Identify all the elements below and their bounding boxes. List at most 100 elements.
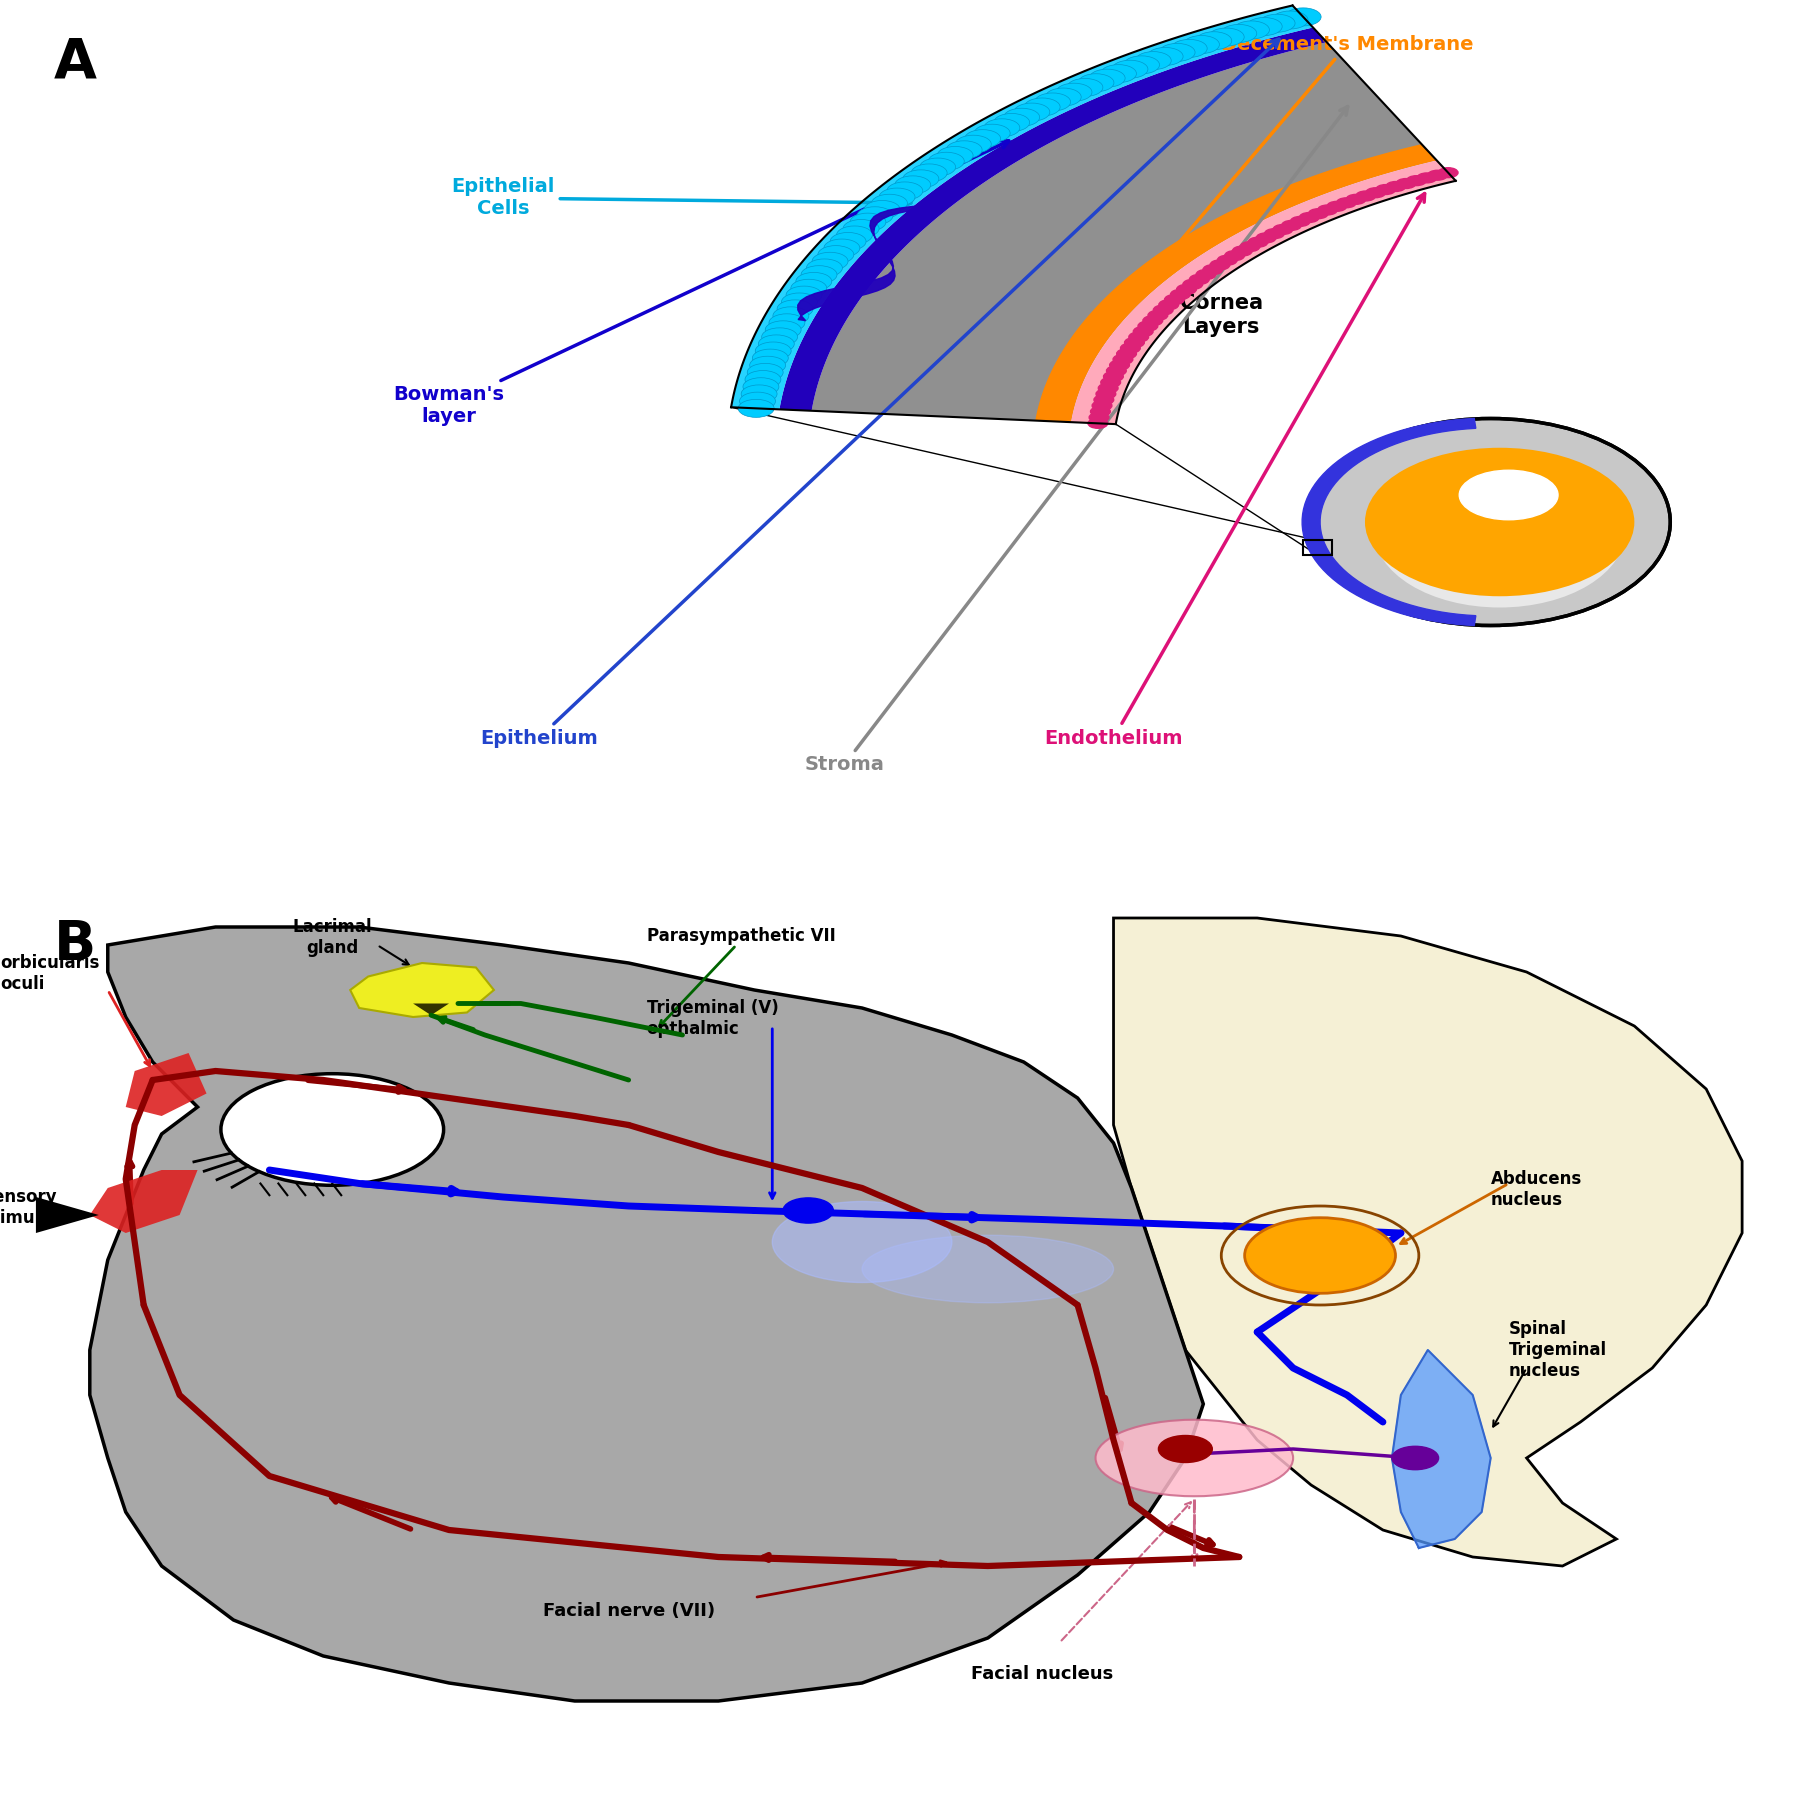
Text: B: B bbox=[54, 918, 97, 972]
Circle shape bbox=[778, 301, 814, 319]
Circle shape bbox=[1101, 65, 1137, 83]
Circle shape bbox=[887, 182, 923, 200]
Circle shape bbox=[938, 146, 973, 164]
Circle shape bbox=[1103, 371, 1122, 382]
Circle shape bbox=[878, 187, 914, 205]
Polygon shape bbox=[90, 1170, 198, 1233]
Circle shape bbox=[1218, 256, 1237, 265]
Circle shape bbox=[783, 1199, 833, 1224]
Circle shape bbox=[753, 349, 788, 367]
Text: Endothelium: Endothelium bbox=[1043, 194, 1424, 747]
Circle shape bbox=[1124, 338, 1144, 347]
Circle shape bbox=[1203, 265, 1223, 275]
Circle shape bbox=[824, 239, 860, 257]
Text: Epithelium: Epithelium bbox=[480, 40, 1279, 747]
Text: Decement's Membrane: Decement's Membrane bbox=[1042, 36, 1473, 403]
Circle shape bbox=[1234, 22, 1270, 40]
Circle shape bbox=[772, 306, 808, 324]
Circle shape bbox=[984, 119, 1020, 137]
Circle shape bbox=[1264, 229, 1284, 239]
Text: Abducens
nucleus: Abducens nucleus bbox=[1491, 1170, 1582, 1210]
Circle shape bbox=[1196, 32, 1232, 50]
Circle shape bbox=[1171, 40, 1207, 58]
Circle shape bbox=[1307, 209, 1327, 218]
Text: Bowman's
layer: Bowman's layer bbox=[393, 140, 1009, 425]
Circle shape bbox=[903, 169, 939, 187]
Circle shape bbox=[1387, 182, 1406, 191]
Text: Facial nerve (VII): Facial nerve (VII) bbox=[542, 1602, 715, 1620]
Circle shape bbox=[1101, 378, 1121, 387]
Circle shape bbox=[1286, 7, 1322, 25]
Circle shape bbox=[1299, 212, 1318, 223]
Ellipse shape bbox=[1311, 419, 1670, 626]
Ellipse shape bbox=[1374, 454, 1625, 608]
Circle shape bbox=[1024, 97, 1060, 115]
Circle shape bbox=[806, 259, 842, 277]
Circle shape bbox=[1067, 79, 1103, 97]
Circle shape bbox=[1345, 194, 1365, 203]
Circle shape bbox=[1045, 88, 1081, 106]
Circle shape bbox=[1248, 238, 1268, 247]
Circle shape bbox=[769, 313, 805, 331]
Circle shape bbox=[837, 227, 873, 245]
Ellipse shape bbox=[772, 1202, 952, 1282]
Circle shape bbox=[744, 378, 779, 396]
Circle shape bbox=[1273, 225, 1293, 234]
Circle shape bbox=[1282, 220, 1302, 230]
Circle shape bbox=[1336, 198, 1356, 207]
Circle shape bbox=[1088, 412, 1108, 423]
Circle shape bbox=[1096, 389, 1115, 400]
Circle shape bbox=[1148, 47, 1184, 65]
Circle shape bbox=[1406, 176, 1426, 185]
Circle shape bbox=[1417, 173, 1437, 184]
Circle shape bbox=[756, 342, 792, 360]
Circle shape bbox=[1327, 202, 1347, 211]
Circle shape bbox=[1392, 1447, 1439, 1469]
Circle shape bbox=[781, 293, 817, 311]
Circle shape bbox=[1124, 56, 1160, 74]
Ellipse shape bbox=[862, 1235, 1114, 1303]
Circle shape bbox=[973, 124, 1009, 142]
Text: Cornea
Layers: Cornea Layers bbox=[1180, 293, 1263, 337]
Polygon shape bbox=[1070, 160, 1457, 425]
Circle shape bbox=[1365, 187, 1385, 198]
Circle shape bbox=[1088, 418, 1108, 428]
Circle shape bbox=[1164, 295, 1184, 304]
Bar bbox=[1302, 540, 1331, 554]
Circle shape bbox=[758, 335, 794, 353]
Polygon shape bbox=[350, 963, 494, 1017]
Circle shape bbox=[1318, 205, 1338, 214]
Text: Spinal
Trigeminal
nucleus: Spinal Trigeminal nucleus bbox=[1509, 1319, 1607, 1381]
Circle shape bbox=[1090, 407, 1110, 416]
Circle shape bbox=[955, 135, 991, 153]
Circle shape bbox=[857, 207, 893, 225]
Circle shape bbox=[1133, 326, 1153, 337]
Circle shape bbox=[1189, 274, 1209, 284]
Circle shape bbox=[1034, 94, 1070, 112]
Polygon shape bbox=[731, 5, 1313, 409]
Circle shape bbox=[742, 385, 778, 403]
Circle shape bbox=[1225, 250, 1245, 261]
Circle shape bbox=[842, 220, 878, 238]
Circle shape bbox=[1171, 290, 1191, 299]
Circle shape bbox=[1148, 310, 1167, 320]
Circle shape bbox=[920, 158, 955, 176]
Circle shape bbox=[1153, 304, 1173, 315]
Circle shape bbox=[738, 400, 774, 418]
Circle shape bbox=[1078, 74, 1114, 92]
Circle shape bbox=[747, 364, 783, 382]
Circle shape bbox=[817, 245, 853, 263]
Circle shape bbox=[946, 140, 982, 158]
Circle shape bbox=[964, 130, 1000, 148]
Ellipse shape bbox=[1365, 448, 1634, 596]
Circle shape bbox=[1004, 108, 1040, 126]
Circle shape bbox=[894, 176, 930, 194]
Circle shape bbox=[1092, 401, 1112, 410]
Circle shape bbox=[1094, 394, 1114, 405]
Circle shape bbox=[790, 279, 826, 297]
Text: Trigeminal (V)
opthalmic: Trigeminal (V) opthalmic bbox=[647, 999, 778, 1039]
Circle shape bbox=[801, 266, 837, 284]
Circle shape bbox=[787, 286, 823, 304]
Circle shape bbox=[1376, 185, 1395, 194]
Circle shape bbox=[1356, 191, 1376, 202]
